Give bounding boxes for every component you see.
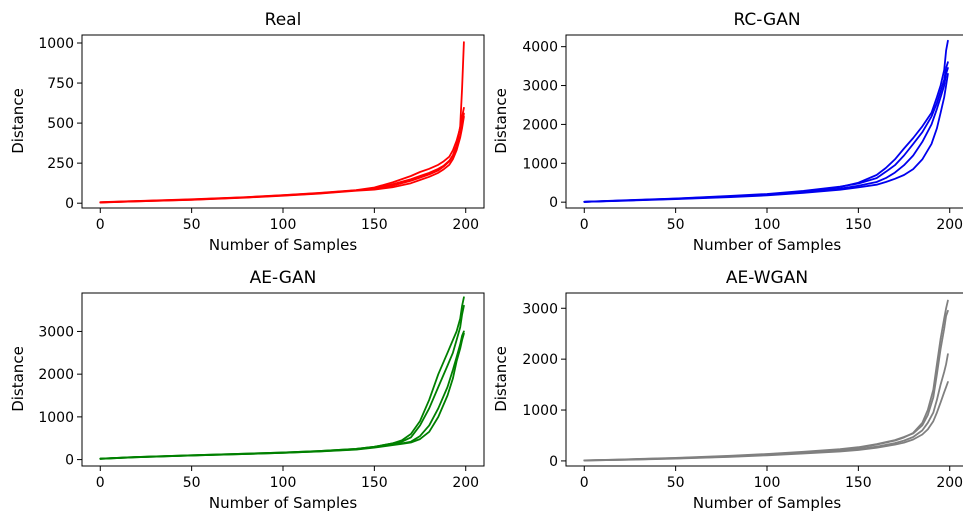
series-line	[583, 381, 949, 462]
y-tick-label: 250	[47, 156, 74, 172]
y-axis-label: Distance	[492, 346, 510, 412]
y-tick-label: 2000	[522, 352, 558, 368]
x-axis-label: Number of Samples	[693, 236, 841, 254]
y-tick-label: 1000	[522, 403, 558, 419]
y-tick-label: 0	[65, 196, 74, 212]
x-tick-label: 150	[361, 475, 388, 491]
series-line	[583, 299, 949, 462]
panel-title: AE-GAN	[250, 268, 317, 288]
y-tick-label: 0	[549, 454, 558, 470]
x-tick-label: 100	[270, 475, 297, 491]
x-tick-label: 0	[96, 217, 105, 233]
x-axis-label: Number of Samples	[209, 236, 357, 254]
x-tick-label: 200	[936, 475, 963, 491]
x-tick-label: 0	[580, 217, 589, 233]
x-tick-label: 100	[270, 217, 297, 233]
series-line	[99, 112, 465, 204]
x-tick-label: 100	[754, 475, 781, 491]
y-tick-label: 3000	[522, 79, 558, 95]
series-lines	[583, 39, 949, 203]
panel-title: Real	[265, 10, 302, 30]
y-axis-label: Distance	[9, 346, 27, 412]
series-line	[583, 39, 949, 203]
series-line	[583, 309, 949, 462]
panel-real: Real 0 50 100 150 200 0 250 500 750 1000 Number o…	[9, 10, 485, 254]
x-tick-label: 200	[936, 217, 963, 233]
y-tick-label: 1000	[522, 156, 558, 172]
ticks: 0 50 100 150 200 0 250 500 750 1000	[38, 36, 479, 233]
y-tick-label: 4000	[522, 40, 558, 56]
y-axis-label: Distance	[9, 88, 27, 154]
series-line	[99, 115, 465, 204]
plot-area	[81, 292, 485, 467]
series-line	[99, 330, 465, 460]
x-axis-label: Number of Samples	[209, 494, 357, 512]
series-line	[583, 67, 949, 203]
series-line	[583, 73, 949, 203]
x-tick-label: 0	[96, 475, 105, 491]
x-tick-label: 200	[452, 217, 479, 233]
x-tick-label: 100	[754, 217, 781, 233]
y-tick-label: 500	[47, 116, 74, 132]
y-tick-label: 1000	[38, 410, 74, 426]
x-tick-label: 150	[845, 217, 872, 233]
series-line	[99, 41, 465, 204]
x-tick-label: 50	[183, 475, 201, 491]
y-axis-label: Distance	[492, 88, 510, 154]
series-line	[99, 332, 465, 460]
plot-area	[565, 34, 963, 209]
series-line	[99, 296, 465, 460]
series-line	[583, 61, 949, 203]
y-tick-label: 2000	[522, 117, 558, 133]
panel-title: RC-GAN	[733, 10, 800, 30]
x-tick-label: 150	[361, 217, 388, 233]
y-tick-label: 3000	[522, 301, 558, 317]
y-tick-label: 2000	[38, 367, 74, 383]
plot-area	[81, 34, 485, 209]
y-tick-label: 1000	[38, 36, 74, 52]
x-tick-label: 50	[667, 217, 685, 233]
series-line	[99, 107, 465, 204]
y-tick-label: 3000	[38, 324, 74, 340]
series-lines	[99, 41, 465, 204]
series-lines	[583, 299, 949, 462]
panel-title: AE-WGAN	[726, 268, 808, 288]
y-tick-label: 0	[65, 453, 74, 469]
y-tick-label: 750	[47, 76, 74, 92]
x-axis-label: Number of Samples	[693, 494, 841, 512]
x-tick-label: 50	[183, 217, 201, 233]
y-tick-label: 0	[549, 195, 558, 211]
x-tick-label: 150	[845, 475, 872, 491]
x-tick-label: 200	[452, 475, 479, 491]
x-tick-label: 0	[580, 475, 589, 491]
series-lines	[99, 296, 465, 460]
x-tick-label: 50	[667, 475, 685, 491]
